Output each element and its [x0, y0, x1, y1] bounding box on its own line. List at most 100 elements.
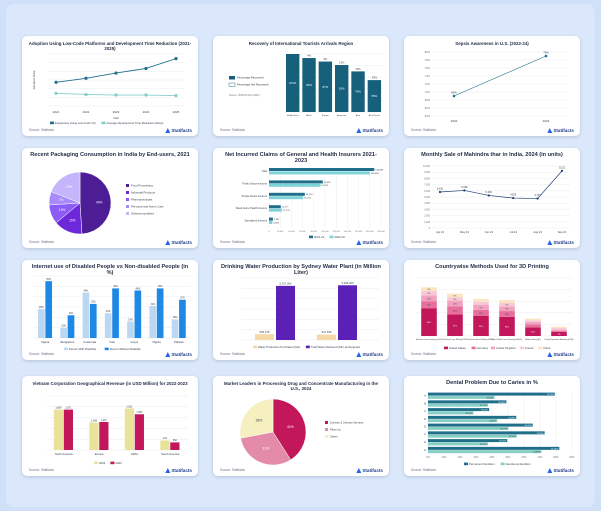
bar-value-label: 565,278	[260, 330, 270, 334]
bar-value-label: 95,960	[324, 182, 331, 184]
logo-text: Statifacts	[171, 240, 192, 245]
chart-card-tourism[interactable]: Recovery of International Tourists Arriv…	[213, 36, 389, 136]
x-tick-label: Nigeria	[152, 340, 161, 344]
bar-segment	[525, 327, 541, 336]
x-tick-label: Selective Laser Sintering (SLS)	[416, 338, 443, 341]
vietnam-bar-chart: 1,869 1,871 North America 1,268 1,297 Europe 1…	[46, 395, 188, 465]
source-label: Source: Statifacts	[411, 128, 436, 132]
legend-label: Industrial Products	[131, 191, 155, 195]
data-point	[114, 93, 118, 97]
chart-card-insurance[interactable]: Net Incurred Claims of General and Healt…	[213, 148, 389, 248]
bar-value-label: 41.60%	[486, 397, 493, 399]
segment-label: 33%	[505, 326, 509, 328]
bar-value-label: 1,869	[55, 406, 62, 409]
chart-card-pharma[interactable]: Market Leaders in Processing Drug and Co…	[213, 376, 389, 476]
y-tick-label: 64%	[425, 114, 431, 118]
chart-card-dental[interactable]: Dental Problem Due to Caries in % 0% 10% 2…	[404, 376, 580, 476]
bar	[269, 217, 273, 221]
y-tick-label: 5,000	[424, 197, 430, 199]
x-tick-label: APAC	[131, 452, 138, 456]
data-point	[174, 94, 178, 98]
y-tick-label: 9,000	[424, 172, 430, 174]
statifacts-logo: Statifacts	[547, 352, 574, 357]
x-tick-label: 2025	[173, 110, 180, 114]
chart-card-mahindra[interactable]: Monthly Sale of Mahindra thar in India, …	[404, 148, 580, 248]
bar	[335, 65, 349, 112]
source-label: Source: Statifacts	[29, 240, 54, 244]
bar	[104, 313, 112, 338]
bar-value-label: 180,460	[371, 173, 380, 175]
legend-swatch	[104, 347, 109, 351]
bar-segment	[499, 300, 515, 303]
legend-swatch	[444, 346, 448, 350]
bar-value-label: 55%	[46, 279, 51, 281]
legend-label: 2022-23	[334, 235, 345, 239]
chart-card-lowcode[interactable]: Adoption Using Low-Code Platforms and De…	[22, 36, 198, 136]
chart-card-printing[interactable]: Countrywise Methods Used for 3D Printing…	[404, 260, 580, 360]
x-tick-label: May 24	[460, 230, 469, 234]
statifacts-logo: Statifacts	[165, 240, 192, 245]
slice-label: 41%	[287, 425, 294, 429]
bar-segment	[447, 300, 463, 307]
legend-label: Percentage Recovered	[237, 76, 264, 80]
source-label: Source: Statifacts	[220, 352, 245, 356]
segment-label: 6%	[427, 289, 430, 291]
dental-bar-chart: 0% 10% 20% 30% 40% 50% 60% 70% 80% 90% A 79.23% 41.6…	[424, 392, 575, 466]
legend-label: Percentage Not Recovered	[237, 83, 269, 87]
y-tick-label: Private Sector Insurers	[242, 195, 268, 198]
legend-swatch	[305, 345, 310, 349]
chart-title: Sepsis Awareness in U.S. (2022-24)	[455, 41, 529, 46]
chart-card-sepsis[interactable]: Sepsis Awareness in U.S. (2022-24) 64% 66…	[404, 36, 580, 136]
bar-value-label: 28%	[39, 307, 44, 309]
bar-segment	[447, 314, 463, 336]
statifacts-logo: Statifacts	[356, 468, 383, 473]
statifacts-logo: Statifacts	[547, 468, 574, 473]
chart-card-water[interactable]: Drinking Water Production by Sydney Wate…	[213, 260, 389, 360]
bar-value-label: 5,296,300	[342, 281, 354, 285]
x-tick-label: Middle East	[287, 114, 299, 117]
data-point	[54, 91, 58, 95]
bar	[99, 421, 109, 450]
y-tick-label: 1,000	[424, 222, 430, 224]
x-axis-label: Year	[113, 116, 119, 120]
x-tick-label: 30%	[473, 456, 479, 459]
pharma-pie-chart: 41% 31% 28% Johnson & Johnson Services Pfize…	[239, 398, 364, 466]
bar-value-label: 46%	[136, 288, 141, 290]
bar-value-label: 28.40%	[465, 413, 472, 415]
bar	[269, 192, 305, 196]
x-tick-label: Algeria	[41, 340, 50, 344]
bar	[124, 408, 135, 450]
logo-icon	[356, 352, 362, 357]
bar	[428, 431, 545, 435]
logo-text: Statifacts	[553, 468, 574, 473]
bar	[428, 446, 560, 450]
lowcode-line-chart: Adoption Rate Year 2021 2022 2023 2024 2025 Ent…	[32, 53, 184, 125]
segment-label: 10%	[505, 314, 509, 316]
legend-label: United States	[449, 346, 466, 350]
y-tick-label: 10,000	[423, 166, 431, 168]
logo-icon	[165, 468, 171, 473]
bar	[318, 61, 333, 112]
chart-card-vietnam[interactable]: Vietnam Corporation Geographical Revenue…	[22, 376, 198, 476]
logo-text: Statifacts	[171, 352, 192, 357]
legend-swatch	[50, 121, 54, 125]
chart-card-packaging[interactable]: Recent Packaging Consumption in India by…	[22, 148, 198, 248]
data-point	[463, 189, 466, 192]
data-label: 4,745	[534, 194, 541, 197]
legend-label: Pfizer Inc.	[330, 428, 342, 432]
data-point	[174, 57, 178, 61]
y-tick-label: B	[424, 401, 426, 405]
bar-value-label: 50.27%	[500, 428, 507, 430]
bar	[276, 285, 295, 340]
bar	[269, 180, 323, 184]
chart-card-internet[interactable]: Internet use of Disabled People vs Non-d…	[22, 260, 198, 360]
pie-slice	[79, 171, 112, 235]
legend-swatch	[110, 461, 115, 465]
bar-value-label: 37%	[180, 298, 185, 300]
segment-label: 14%	[453, 310, 457, 312]
packaging-pie-chart: 49% 15% 10% 7% 19% Food Processing Industrial …	[48, 171, 164, 235]
bar-segment	[421, 295, 437, 302]
logo-text: Statifacts	[171, 128, 192, 133]
logo-icon	[356, 468, 362, 473]
logo-text: Statifacts	[362, 468, 383, 473]
